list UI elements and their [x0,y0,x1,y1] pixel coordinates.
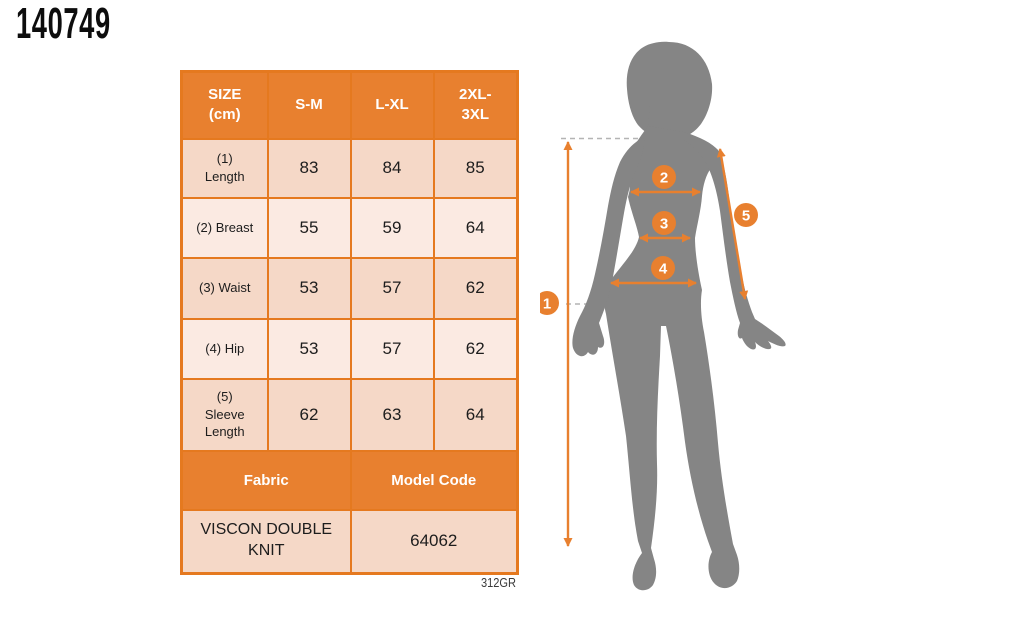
marker-4-label: 4 [659,260,668,277]
woman-silhouette [572,41,786,591]
table-row-waist: (3) Waist 53 57 62 [180,256,519,320]
sleeve-arrow [716,148,749,300]
row-label-length: (1) Length [180,137,269,199]
column-header-size: SIZE (cm) [180,70,269,140]
table-row-hip: (4) Hip 53 57 62 [180,317,519,380]
size-value: 83 [266,137,352,199]
size-value: 53 [266,256,352,320]
table-row-breast: (2) Breast 55 59 64 [180,196,519,259]
size-value: 62 [432,256,519,320]
marker-2-label: 2 [660,169,668,186]
size-value: 62 [432,317,519,380]
size-value: 63 [349,377,435,452]
size-table: SIZE (cm) S-M L-XL 2XL- 3XL (1) Length 8… [180,70,519,575]
size-value: 55 [266,196,352,259]
size-value: 84 [349,137,435,199]
silhouette-torso-legs [604,126,740,591]
marker-4: 4 [651,256,675,280]
size-value: 62 [266,377,352,452]
marker-5-label: 5 [742,207,750,224]
marker-2: 2 [652,165,676,189]
row-label-waist: (3) Waist [180,256,269,320]
size-table-header-row: SIZE (cm) S-M L-XL 2XL- 3XL [180,70,519,140]
measurement-figure: 1 2 3 4 5 [540,41,786,591]
marker-4-circle [651,256,675,280]
table-row-footer-values: VISCON DOUBLE KNIT 64062 [180,508,519,575]
row-label-hip: (4) Hip [180,317,269,380]
size-value: 53 [266,317,352,380]
row-label-sleeve-length: (5) Sleeve Length [180,377,269,452]
silhouette-left-arm [572,138,645,357]
table-row-length: (1) Length 83 84 85 [180,137,519,199]
model-code-header: Model Code [349,449,519,511]
marker-1-label: 1 [543,295,551,312]
marker-2-circle [652,165,676,189]
product-code: 140749 [16,0,111,48]
table-row-sleeve-length: (5) Sleeve Length 62 63 64 [180,377,519,452]
marker-5-circle [734,203,758,227]
size-value: 57 [349,256,435,320]
row-label-breast: (2) Breast [180,196,269,259]
fabric-header: Fabric [180,449,352,511]
column-header-lxl: L-XL [349,70,435,140]
column-header-sm: S-M [266,70,352,140]
table-row-footer-header: Fabric Model Code [180,449,519,511]
marker-1-circle [540,291,559,315]
weight-note: 312GR [480,575,516,590]
marker-5: 5 [734,203,758,227]
silhouette-head [626,41,713,139]
marker-3-circle [652,211,676,235]
marker-3: 3 [652,211,676,235]
size-value: 64 [432,377,519,452]
size-value: 85 [432,137,519,199]
marker-1: 1 [540,291,559,315]
size-value: 64 [432,196,519,259]
size-value: 59 [349,196,435,259]
column-header-2xl3xl: 2XL- 3XL [432,70,519,140]
size-value: 57 [349,317,435,380]
fabric-value: VISCON DOUBLE KNIT [180,508,352,575]
marker-3-label: 3 [660,215,668,232]
model-code-value: 64062 [349,508,519,575]
